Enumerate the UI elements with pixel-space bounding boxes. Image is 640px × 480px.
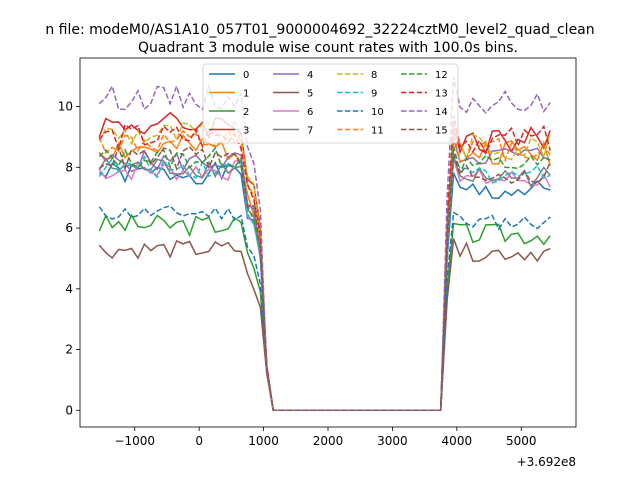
series-line-2 bbox=[98, 213, 551, 412]
series-line-14 bbox=[98, 76, 551, 412]
legend-label: 15 bbox=[435, 126, 448, 137]
legend-label: 2 bbox=[243, 107, 249, 118]
x-offset-label: +3.692e8 bbox=[517, 455, 576, 469]
chart-title: Quadrant 3 module wise count rates with … bbox=[138, 40, 518, 56]
y-tick-label: 10 bbox=[58, 100, 73, 114]
series-line-9 bbox=[98, 155, 551, 412]
y-axis: 0 2 4 6 8 10 bbox=[58, 100, 80, 417]
series-line-5 bbox=[98, 238, 551, 412]
series-line-11 bbox=[98, 129, 551, 412]
legend-label: 9 bbox=[371, 89, 377, 100]
y-tick-label: 2 bbox=[65, 343, 73, 357]
legend-label: 7 bbox=[307, 126, 313, 137]
legend-label: 3 bbox=[243, 126, 249, 137]
x-tick-label: 2000 bbox=[313, 434, 344, 448]
series-line-6 bbox=[98, 158, 551, 412]
legend-label: 4 bbox=[307, 70, 313, 81]
series-line-10 bbox=[98, 205, 551, 412]
y-tick-label: 0 bbox=[65, 403, 73, 417]
y-tick-label: 6 bbox=[65, 221, 73, 235]
legend-label: 10 bbox=[371, 107, 384, 118]
y-tick-label: 4 bbox=[65, 282, 73, 296]
legend-label: 12 bbox=[435, 70, 448, 81]
series-line-15 bbox=[98, 144, 551, 412]
legend-label: 11 bbox=[371, 126, 384, 137]
series-line-12 bbox=[98, 146, 551, 412]
legend-label: 1 bbox=[243, 89, 249, 100]
chart-suptitle: n file: modeM0/AS1A10_057T01_9000004692_… bbox=[45, 22, 594, 38]
x-tick-label: 4000 bbox=[442, 434, 473, 448]
x-tick-label: −1000 bbox=[114, 434, 155, 448]
series-line-7 bbox=[98, 155, 551, 412]
legend-label: 13 bbox=[435, 89, 448, 100]
legend-label: 0 bbox=[243, 70, 249, 81]
legend-label: 14 bbox=[435, 107, 448, 118]
series-layer bbox=[98, 76, 551, 412]
x-tick-label: 0 bbox=[195, 434, 203, 448]
y-tick-label: 8 bbox=[65, 160, 73, 174]
legend-label: 8 bbox=[371, 70, 377, 81]
legend-label: 5 bbox=[307, 89, 313, 100]
x-tick-label: 1000 bbox=[248, 434, 279, 448]
legend-box bbox=[202, 63, 459, 144]
x-axis: −1000 0 1000 2000 3000 4000 5000 bbox=[114, 427, 537, 448]
series-line-8 bbox=[98, 118, 551, 412]
x-tick-label: 5000 bbox=[506, 434, 537, 448]
x-tick-label: 3000 bbox=[377, 434, 408, 448]
series-line-0 bbox=[98, 161, 551, 412]
legend-label: 6 bbox=[307, 107, 313, 118]
